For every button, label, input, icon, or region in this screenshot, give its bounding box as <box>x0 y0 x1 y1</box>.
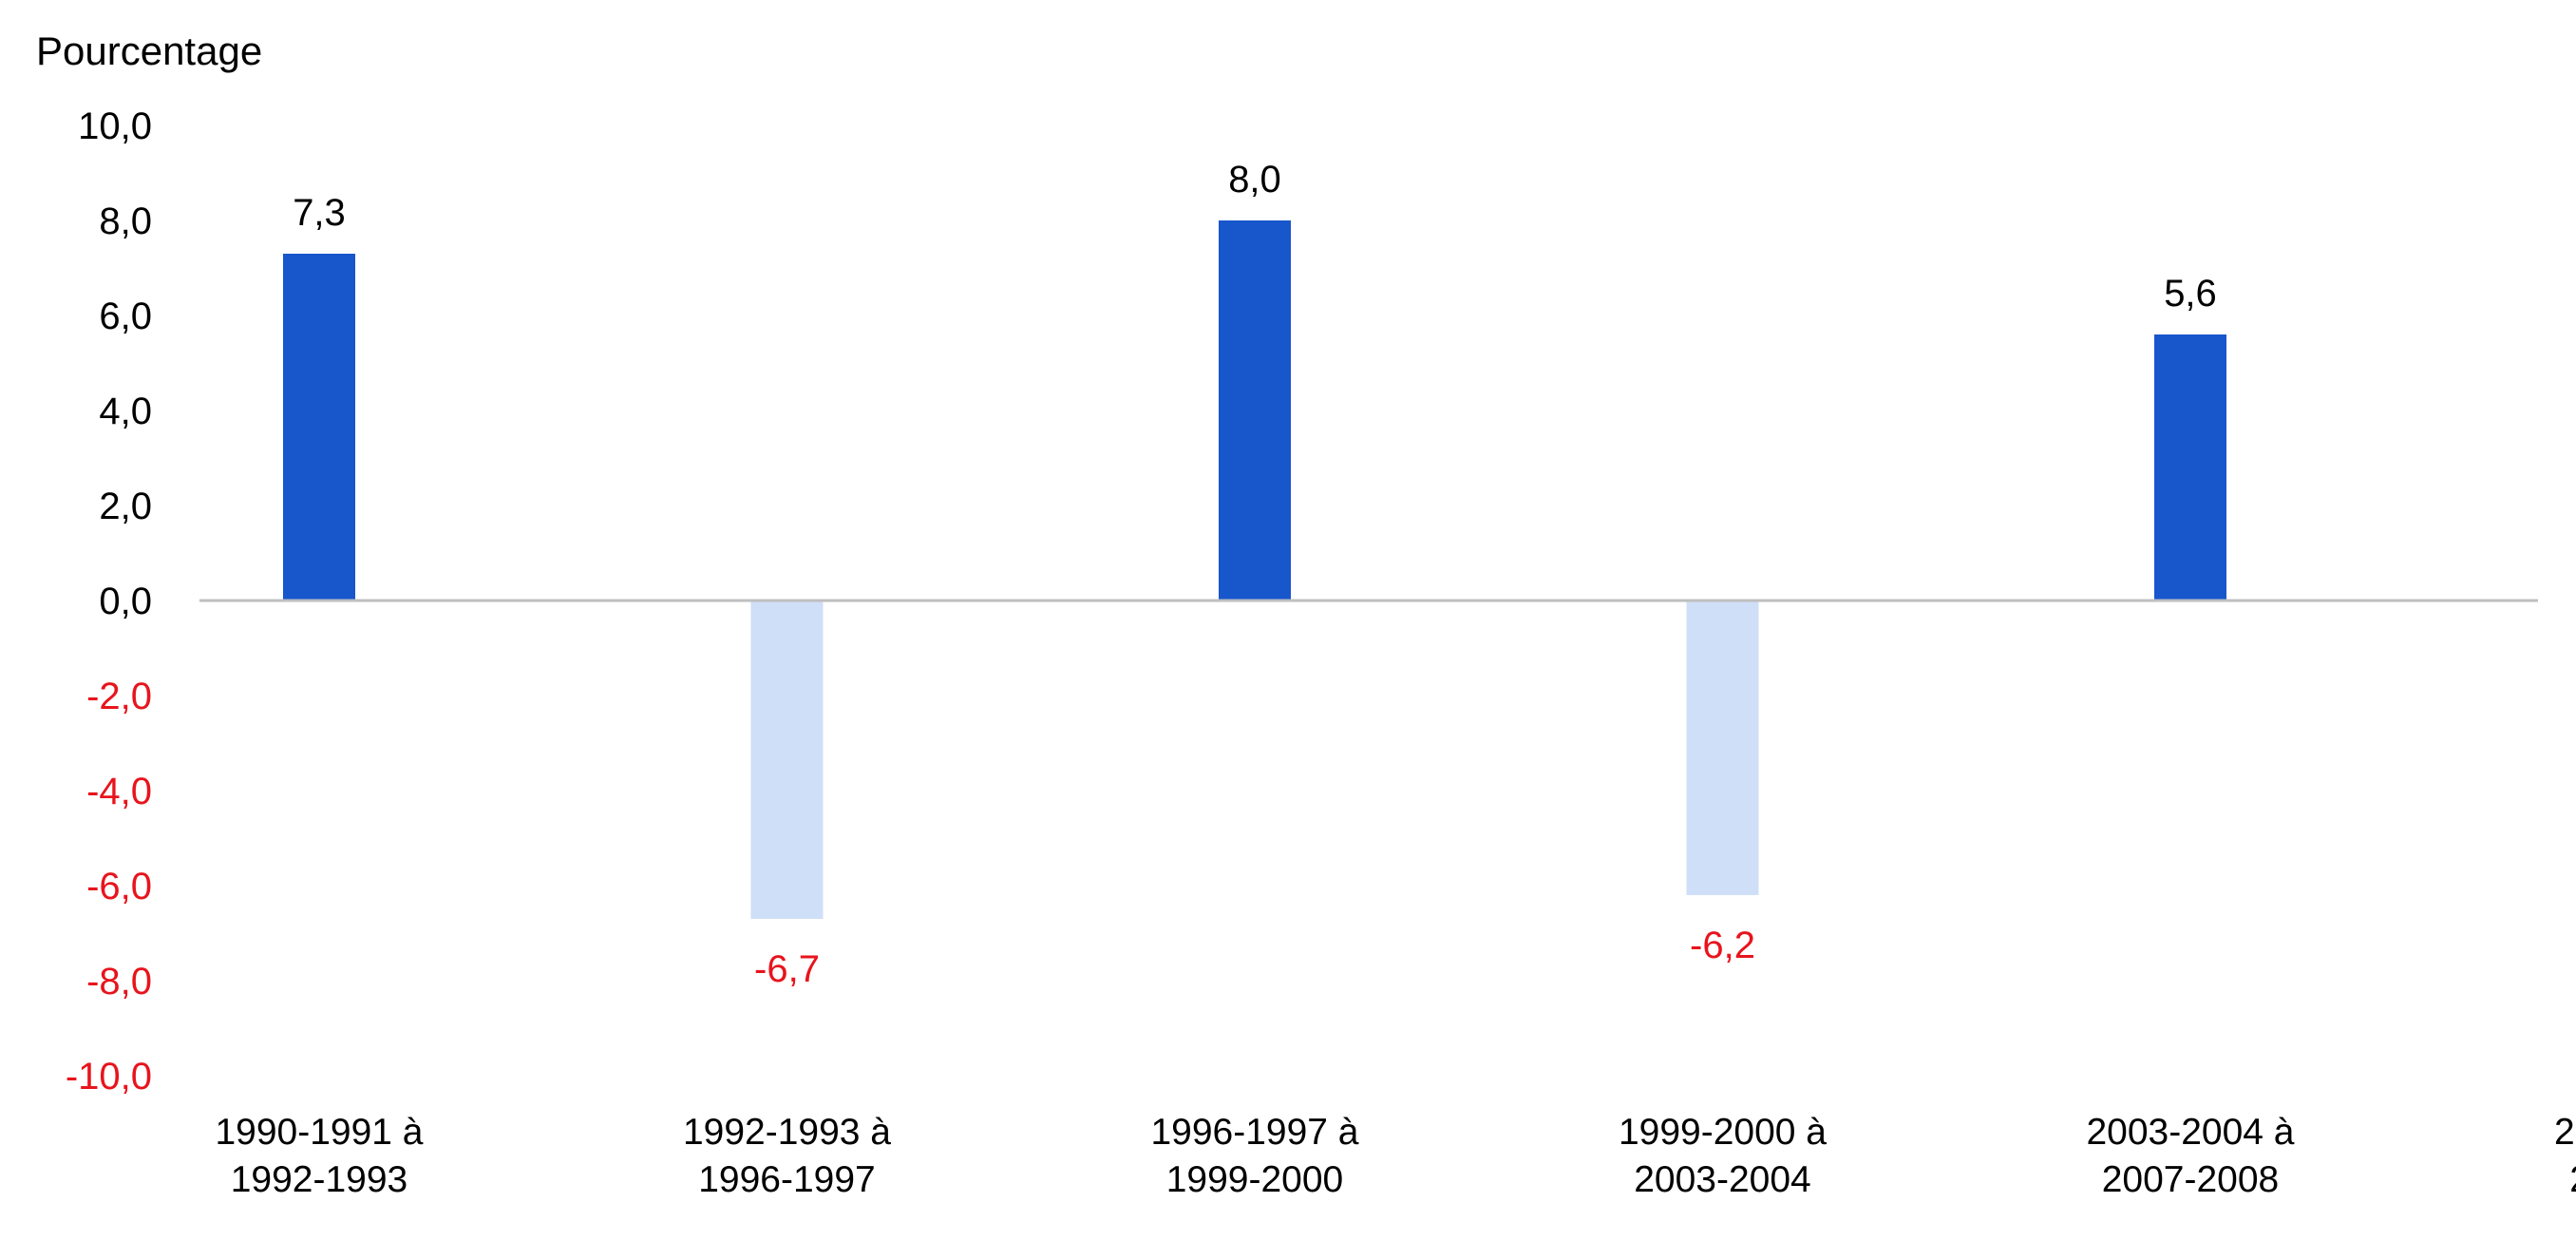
y-tick-label: -6,0 <box>86 866 152 907</box>
y-tick-label: 0,0 <box>99 581 152 622</box>
y-tick-label: 10,0 <box>78 105 152 147</box>
value-label: -6,2 <box>1690 925 1755 966</box>
x-tick-label-line: 1990-1991 à <box>215 1112 423 1153</box>
value-label: 7,3 <box>293 192 346 234</box>
x-tick-label: 1992-1993 à 1996-1997 <box>683 1112 891 1200</box>
x-tick-label: 1999-2000 à 2003-2004 <box>1619 1112 1827 1200</box>
y-axis-label: Pourcentage <box>36 29 262 73</box>
bars <box>283 220 2226 919</box>
value-label: 8,0 <box>1228 159 1281 200</box>
bar <box>1686 601 1759 895</box>
y-tick-label: 2,0 <box>99 486 152 527</box>
value-label: -6,7 <box>754 948 820 990</box>
x-tick-label-line: 2012-2013 <box>2569 1159 2576 1200</box>
x-tick-label-line: 2003-2004 à <box>2086 1112 2294 1153</box>
y-tick-label: -10,0 <box>66 1056 152 1098</box>
x-tick-label-line: 1992-1993 à <box>683 1112 891 1153</box>
y-tick-label: -8,0 <box>86 961 152 1002</box>
y-axis-ticks: 10,0 8,0 6,0 4,0 2,0 0,0 -2,0 -4,0 -6,0 -8,0 -10,0 <box>66 105 152 1098</box>
y-tick-label: 6,0 <box>99 296 152 337</box>
x-axis-ticks: 1990-1991 à 1992-1993 1992-1993 à 1996-1997… <box>215 1112 2576 1200</box>
y-tick-label: 8,0 <box>99 200 152 242</box>
bar <box>2154 334 2226 601</box>
y-tick-label: -2,0 <box>86 676 152 717</box>
bar <box>1219 220 1291 601</box>
x-tick-label-line: 2003-2004 <box>1634 1159 1811 1200</box>
y-tick-label: 4,0 <box>99 391 152 432</box>
x-tick-label: 1996-1997 à 1999-2000 <box>1150 1112 1358 1200</box>
value-labels: 7,3-6,78,0-6,25,6-2,41,8-8,41,5-0,3 <box>293 159 2217 990</box>
value-label: 5,6 <box>2164 273 2217 315</box>
x-tick-label-line: 1999-2000 à <box>1619 1112 1827 1153</box>
y-tick-label: -4,0 <box>86 771 152 812</box>
x-tick-label: 2007-2008 à 2012-2013 <box>2554 1112 2576 1200</box>
x-tick-label-line: 1996-1997 <box>698 1159 876 1200</box>
x-tick-label-line: 2007-2008 <box>2102 1159 2280 1200</box>
x-tick-label-line: 1996-1997 à <box>1150 1112 1358 1153</box>
x-tick-label-line: 1999-2000 <box>1166 1159 1344 1200</box>
x-tick-label-line: 2007-2008 à <box>2554 1112 2576 1153</box>
bar <box>283 254 355 601</box>
x-tick-label-line: 1992-1993 <box>231 1159 408 1200</box>
bar <box>750 601 824 919</box>
x-tick-label: 1990-1991 à 1992-1993 <box>215 1112 423 1200</box>
x-tick-label: 2003-2004 à 2007-2008 <box>2086 1112 2294 1200</box>
